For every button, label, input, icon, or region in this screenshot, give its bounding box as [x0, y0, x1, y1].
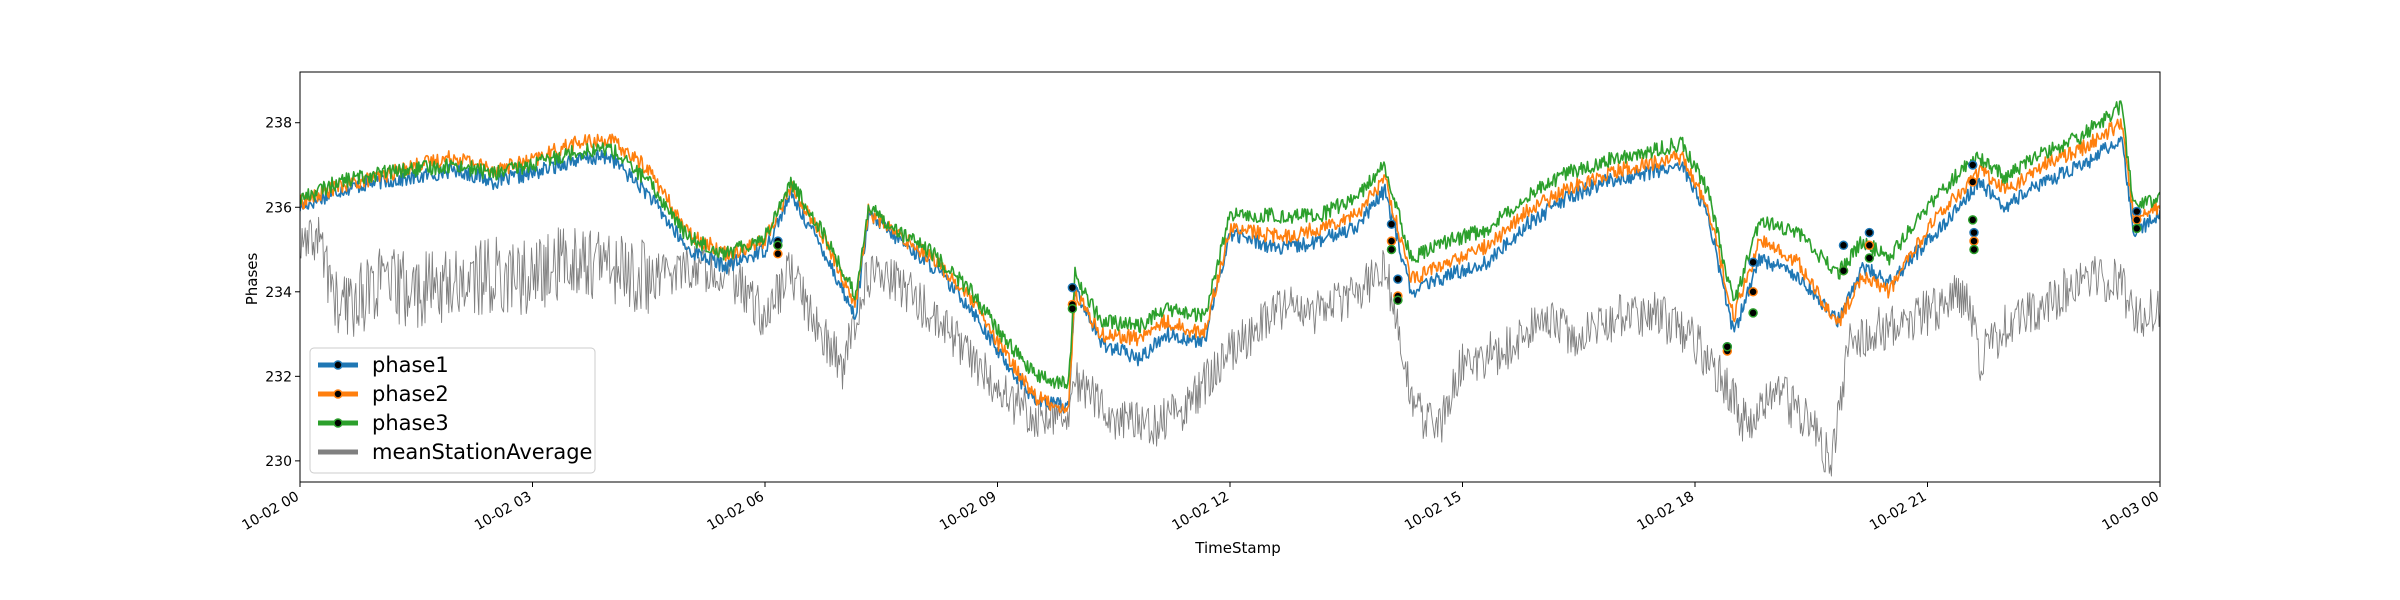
legend-label-phase3: phase3: [372, 411, 449, 435]
legend-box: [309, 347, 596, 474]
legend-label-meanStationAverage: meanStationAverage: [372, 440, 592, 464]
legend: phase1 phase2 phase3 meanStationAverage: [309, 347, 596, 474]
x-tick-label: 10-02 00: [239, 489, 302, 534]
event-marker-phase3: [1969, 244, 1979, 255]
event-marker-phase1: [1386, 219, 1397, 229]
series-line-phase3: [300, 100, 2160, 390]
series-line-meanStationAverage: [300, 216, 2160, 477]
y-tick-label: 230: [265, 454, 292, 470]
x-tick-label: 10-02 15: [1402, 489, 1465, 534]
event-marker-phase2: [2132, 215, 2142, 225]
x-axis-label: TimeStamp: [1194, 539, 1280, 557]
x-tick-label: 10-02 18: [1634, 489, 1697, 534]
event-marker-phase2: [1386, 236, 1397, 246]
series-line-phase2: [300, 118, 2160, 414]
event-marker-phase1: [1864, 227, 1875, 238]
event-marker-phase3: [1722, 341, 1733, 352]
x-tick-label: 10-02 09: [937, 489, 1000, 534]
y-tick-label: 238: [265, 116, 292, 132]
legend-label-phase1: phase1: [372, 353, 449, 377]
legend-marker-phase1: [333, 360, 343, 370]
x-axis: 10-02 00 10-02 03 10-02 06 10-02 09 10-02 12…: [239, 482, 2162, 534]
event-marker-phase3: [1967, 215, 1978, 225]
event-marker-phase3: [1393, 295, 1403, 305]
y-axis-label: Phases: [243, 253, 261, 306]
x-tick-label: 10-02 12: [1169, 489, 1232, 534]
x-tick-label: 10-02 06: [704, 489, 767, 534]
x-tick-label: 10-03 00: [2099, 489, 2162, 534]
y-tick-label: 234: [265, 285, 292, 301]
event-marker-phase3: [1838, 265, 1849, 276]
event-marker-phase1: [1838, 240, 1849, 251]
event-marker-phase3: [1386, 244, 1397, 255]
event-marker-phase1: [1967, 160, 1978, 170]
event-marker-phase3: [773, 240, 783, 251]
y-tick-label: 236: [265, 200, 292, 216]
event-marker-phase3: [1748, 308, 1758, 318]
event-marker-phase1: [2132, 206, 2142, 217]
event-marker-phase2: [1864, 240, 1875, 251]
event-marker-phase2: [1748, 287, 1758, 297]
y-axis: 230 232 234 236 238: [265, 116, 300, 470]
event-marker-phase3: [1864, 253, 1875, 263]
event-marker-phase2: [773, 249, 783, 259]
event-marker-phase1: [1969, 227, 1979, 238]
event-marker-phase1: [1748, 257, 1758, 267]
event-marker-phase1: [1067, 282, 1078, 293]
event-marker-phase2: [1969, 236, 1979, 246]
y-tick-label: 232: [265, 369, 292, 385]
event-marker-phase1: [1393, 274, 1403, 284]
x-tick-label: 10-02 03: [472, 489, 535, 534]
event-marker-phase3: [2132, 223, 2142, 234]
x-tick-label: 10-02 21: [1867, 489, 1930, 534]
event-marker-phase2: [1967, 177, 1978, 187]
legend-marker-phase3: [333, 418, 343, 428]
legend-label-phase2: phase2: [372, 382, 449, 406]
legend-marker-phase2: [333, 389, 343, 399]
event-marker-phase3: [1067, 303, 1078, 314]
